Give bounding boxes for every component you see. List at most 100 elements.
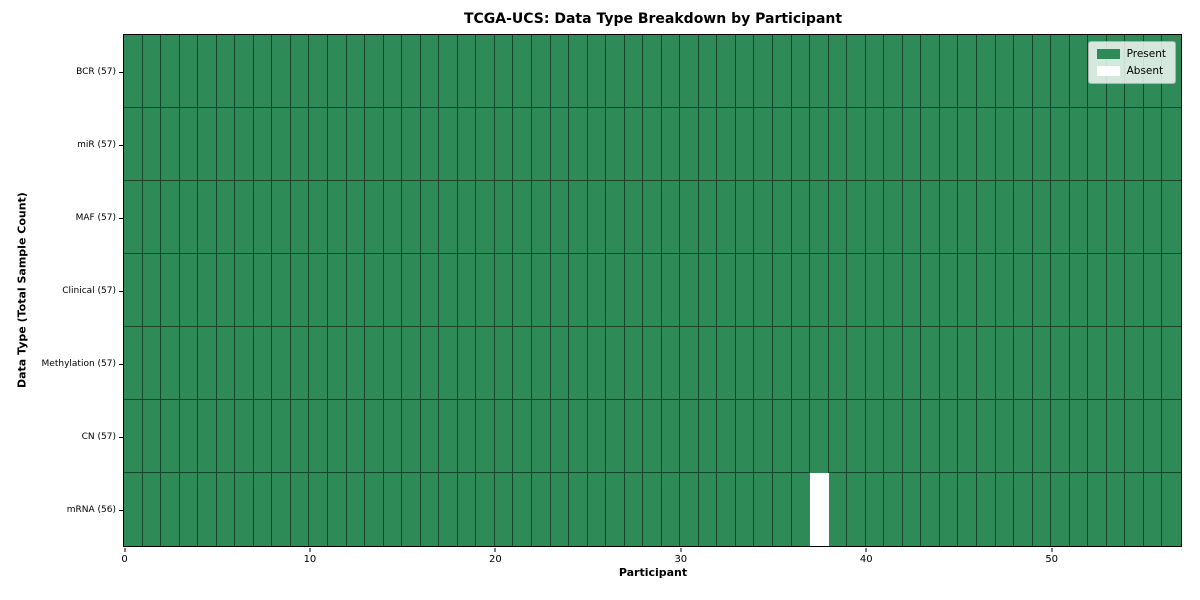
heatmap-cell	[272, 327, 291, 400]
heatmap-cell	[1162, 473, 1181, 546]
heatmap-cell	[735, 35, 755, 108]
heatmap-cell	[847, 108, 866, 181]
heatmap-cell	[1051, 181, 1070, 254]
heatmap-cell	[513, 254, 532, 327]
heatmap-cell	[735, 400, 755, 473]
heatmap-cell	[179, 254, 199, 327]
heatmap-cell	[290, 35, 310, 108]
heatmap-cell	[1032, 473, 1052, 546]
heatmap-cell	[1069, 35, 1089, 108]
heatmap-cell	[290, 254, 310, 327]
heatmap-cell	[1125, 327, 1144, 400]
heatmap-cell	[161, 35, 180, 108]
x-tick-label: 50	[1045, 554, 1059, 565]
x-tick-label: 0	[121, 554, 128, 565]
legend-label: Present	[1126, 48, 1166, 60]
heatmap-cell	[457, 254, 477, 327]
heatmap-cell	[754, 108, 774, 181]
x-tick-mark	[124, 548, 125, 552]
heatmap-cell	[921, 35, 940, 108]
heatmap-cell	[791, 35, 811, 108]
heatmap-cell	[216, 108, 236, 181]
y-tick-label: Clinical (57)	[62, 285, 116, 296]
heatmap-cell	[346, 254, 366, 327]
heatmap-cell	[476, 254, 495, 327]
heatmap-cell	[1088, 108, 1107, 181]
heatmap-cell	[810, 327, 829, 400]
heatmap-cell	[476, 400, 495, 473]
heatmap-cell	[179, 327, 199, 400]
heatmap-cell	[754, 254, 774, 327]
heatmap-cell	[754, 400, 774, 473]
heatmap-cell	[1051, 327, 1070, 400]
heatmap-cell	[161, 181, 180, 254]
heatmap-cell	[235, 35, 254, 108]
heatmap-cell	[569, 108, 588, 181]
heatmap-cell	[569, 181, 588, 254]
heatmap-cell	[624, 327, 644, 400]
heatmap-cell	[828, 327, 848, 400]
heatmap-cell	[624, 35, 644, 108]
heatmap-cell	[402, 181, 421, 254]
heatmap-cell	[791, 400, 811, 473]
heatmap-cell	[346, 181, 366, 254]
heatmap-cell	[865, 181, 885, 254]
heatmap-cell	[216, 181, 236, 254]
heatmap-cell	[346, 35, 366, 108]
heatmap-cell	[587, 473, 607, 546]
heatmap-cell	[754, 473, 774, 546]
heatmap-cell	[884, 327, 903, 400]
heatmap-cell	[939, 108, 959, 181]
heatmap-cell	[235, 327, 254, 400]
heatmap-cell-absent	[810, 473, 829, 546]
heatmap-cell	[457, 327, 477, 400]
heatmap-cell	[531, 254, 551, 327]
heatmap-cell	[1069, 473, 1089, 546]
heatmap-cell	[253, 108, 273, 181]
heatmap-cell	[1069, 181, 1089, 254]
heatmap-cell	[643, 327, 662, 400]
heatmap-cell	[550, 327, 570, 400]
heatmap-cell	[365, 35, 384, 108]
heatmap-cell	[476, 181, 495, 254]
heatmap-cell	[420, 473, 440, 546]
legend: Present Absent	[1087, 41, 1176, 84]
heatmap-cell	[773, 327, 792, 400]
y-tick-label: BCR (57)	[76, 66, 116, 77]
legend-swatch-absent	[1096, 66, 1120, 76]
heatmap-cell	[1014, 108, 1033, 181]
heatmap-cell	[476, 327, 495, 400]
y-tick-mark	[119, 217, 123, 219]
x-tick-mark	[1051, 548, 1053, 552]
heatmap-cell	[847, 181, 866, 254]
heatmap-cell	[290, 473, 310, 546]
heatmap-cell	[698, 400, 718, 473]
heatmap-cell	[253, 35, 273, 108]
heatmap-cell	[754, 327, 774, 400]
y-tick-label: mRNA (56)	[66, 504, 116, 515]
heatmap-cell	[124, 254, 143, 327]
heatmap-cell	[476, 108, 495, 181]
heatmap-cell	[717, 254, 736, 327]
heatmap-cell	[309, 254, 328, 327]
heatmap-cell	[717, 473, 736, 546]
heatmap-cell	[1106, 254, 1126, 327]
heatmap-cell	[235, 108, 254, 181]
heatmap-cell	[327, 181, 347, 254]
heatmap-cell	[1106, 327, 1126, 400]
heatmap-cell	[995, 181, 1015, 254]
heatmap-cell	[124, 327, 143, 400]
heatmap-cell	[902, 108, 922, 181]
heatmap-cell	[902, 254, 922, 327]
heatmap-cell	[531, 35, 551, 108]
heatmap-cell	[847, 400, 866, 473]
heatmap-cell	[216, 400, 236, 473]
heatmap-cell	[977, 473, 996, 546]
heatmap-cell	[179, 473, 199, 546]
heatmap-cell	[420, 254, 440, 327]
heatmap-cell	[439, 473, 458, 546]
heatmap-cell	[791, 254, 811, 327]
heatmap-cell	[179, 35, 199, 108]
heatmap-cell	[624, 473, 644, 546]
heatmap-cell	[717, 181, 736, 254]
